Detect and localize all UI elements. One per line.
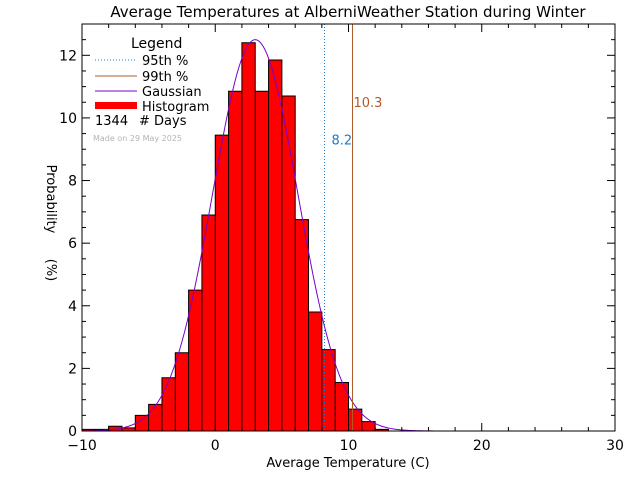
histogram-bar (281, 96, 296, 431)
y-axis-unit-label: (%) (43, 259, 58, 282)
percentile-95-label: 8.2 (332, 134, 353, 149)
legend-days-label: # Days (139, 114, 187, 129)
y-tick-label: 8 (68, 174, 77, 190)
y-tick-label: 4 (68, 299, 77, 315)
histogram-bar (135, 415, 149, 431)
histogram-bar (175, 352, 189, 431)
histogram-bar (375, 429, 389, 431)
y-tick-label: 2 (68, 361, 77, 377)
histogram-bar (241, 42, 256, 432)
y-tick-label: 12 (59, 48, 77, 64)
histogram-bar (228, 91, 242, 432)
percentile-99-label: 10.3 (353, 96, 382, 111)
x-tick-label: 0 (211, 438, 220, 454)
histogram-bar (121, 427, 136, 431)
histogram-bar (321, 349, 336, 431)
y-axis-label: Probability (43, 165, 58, 234)
histogram-bar (348, 409, 362, 431)
x-tick-label: 30 (606, 438, 624, 454)
legend-entry-label: 95th % (142, 54, 188, 69)
chart-title: Average Temperatures at AlberniWeather S… (110, 3, 586, 21)
legend-entry-label: 99th % (142, 70, 188, 85)
y-tick-label: 6 (68, 236, 77, 252)
histogram-bar (268, 60, 282, 431)
histogram-bar (308, 312, 322, 431)
legend-title: Legend (131, 36, 182, 52)
legend-days-count: 1344 (95, 114, 128, 129)
x-axis-label: Average Temperature (C) (266, 456, 429, 471)
y-tick-label: 10 (59, 111, 77, 127)
y-tick-label: 0 (68, 424, 77, 440)
histogram-bar (82, 429, 96, 431)
histogram-bar (188, 290, 202, 431)
histogram-outline (81, 42, 389, 431)
x-tick-label: 10 (340, 438, 358, 454)
watermark-text: Made on 29 May 2025 (93, 134, 182, 143)
histogram-bar (335, 382, 349, 431)
legend-swatch-histogram (95, 102, 137, 109)
legend-entry-label: Histogram (142, 100, 209, 115)
histogram-bar (215, 135, 229, 431)
histogram-bar (108, 426, 122, 431)
histogram-bar (361, 421, 376, 431)
histogram-bar (255, 91, 269, 432)
histogram-bar (161, 377, 176, 431)
x-tick-label: 20 (473, 438, 491, 454)
histogram-bar (295, 219, 309, 431)
histogram-bar (201, 214, 216, 431)
legend-entry-label: Gaussian (142, 85, 202, 100)
x-tick-label: −10 (67, 438, 97, 454)
histogram-bar (148, 404, 162, 431)
